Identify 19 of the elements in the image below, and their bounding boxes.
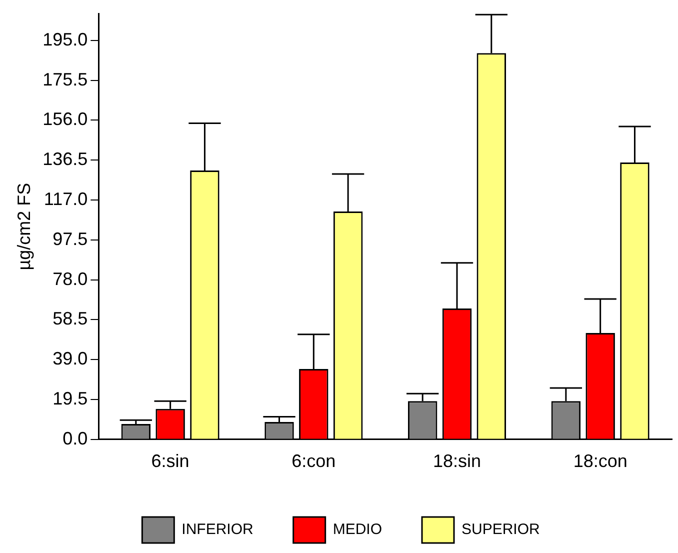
y-tick-label: 175.5 xyxy=(42,69,88,90)
x-tick-label: 6:con xyxy=(292,451,336,472)
y-axis-title: µg/cm2 FS xyxy=(14,182,34,270)
x-tick-label: 18:sin xyxy=(432,451,482,472)
y-tick-label: 0.0 xyxy=(62,428,88,448)
legend-label: INFERIOR xyxy=(182,521,254,538)
legend-label: MEDIO xyxy=(332,521,382,538)
y-tick-label: 117.0 xyxy=(44,188,88,209)
x-tick-label: 18:con xyxy=(573,451,628,472)
y-tick-label: 195.0 xyxy=(42,29,88,50)
y-tick-label: 156.0 xyxy=(42,109,88,130)
y-tick-label: 78.0 xyxy=(52,268,88,289)
y-tick-label: 58.5 xyxy=(52,308,88,329)
y-tick-label: 136.5 xyxy=(42,149,88,170)
x-tick-label: 6:sin xyxy=(151,451,190,472)
y-tick-label: 97.5 xyxy=(52,228,88,249)
legend-label: SUPERIOR xyxy=(461,521,540,538)
y-tick-label: 39.0 xyxy=(52,348,88,369)
y-tick-label: 19.5 xyxy=(52,388,88,408)
